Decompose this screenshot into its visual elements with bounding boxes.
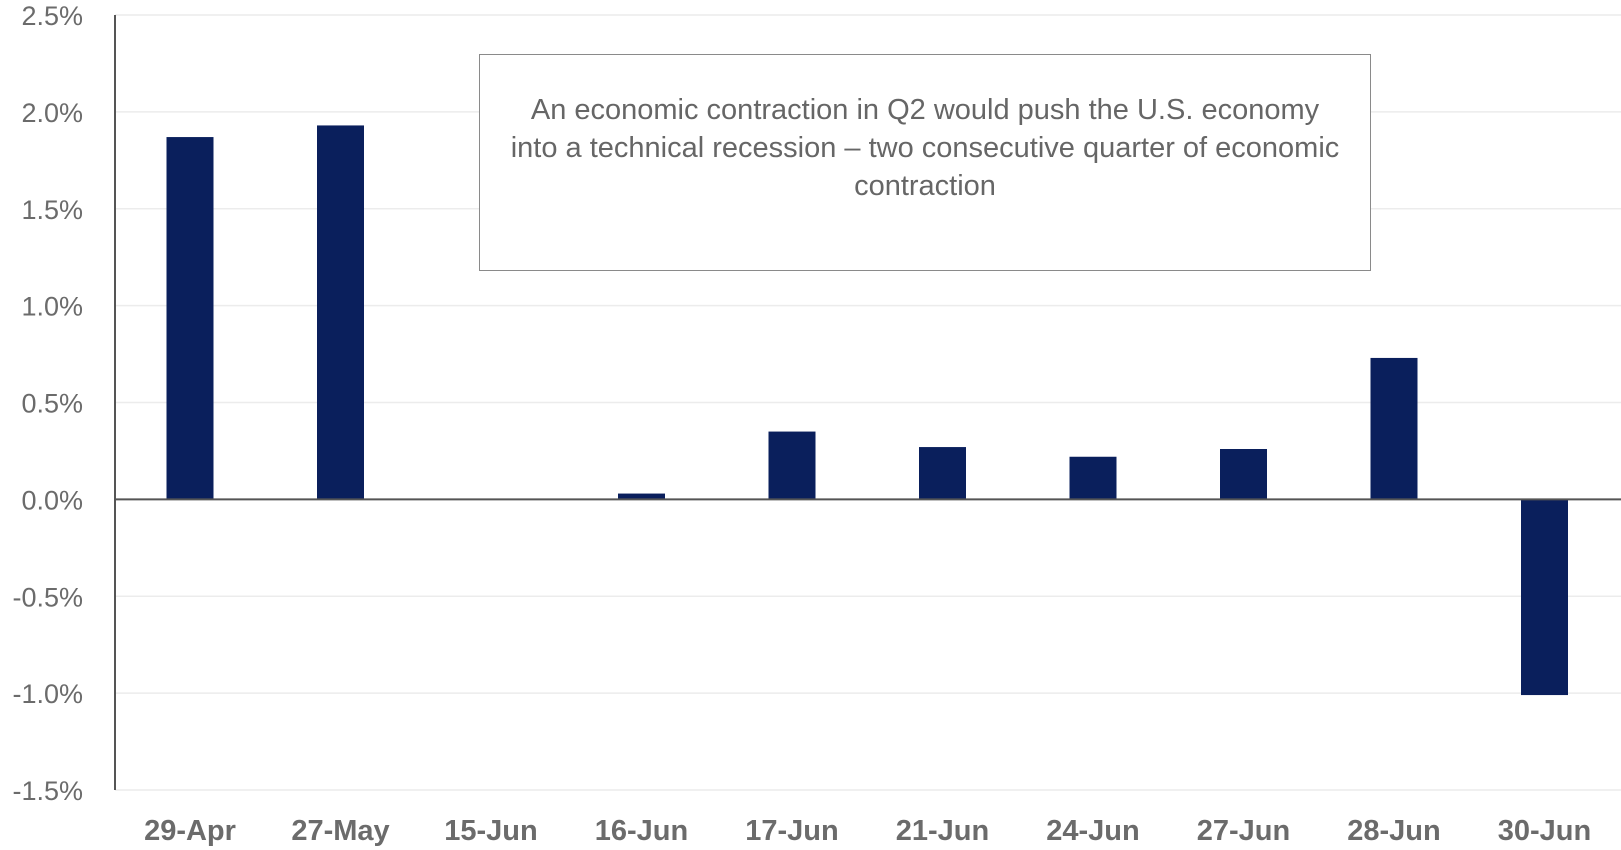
y-tick-label: 2.0% [21,98,83,128]
bar-27-may [317,125,364,500]
bar-16-jun [618,493,665,500]
bar-21-jun [919,447,966,500]
x-tick-label: 30-Jun [1498,815,1591,847]
y-tick-label: 1.0% [21,292,83,322]
bar-24-jun [1069,456,1117,500]
y-tick-label: 1.5% [21,195,83,225]
x-tick-label: 29-Apr [144,815,236,847]
y-tick-label: 0.5% [21,389,83,419]
x-tick-label: 27-Jun [1197,815,1290,847]
x-tick-label: 27-May [291,815,389,847]
bars [166,125,1568,696]
bar-27-jun [1220,449,1267,500]
annotation-box: An economic contraction in Q2 would push… [479,54,1371,271]
x-tick-label: 16-Jun [595,815,688,847]
y-tick-label: 0.0% [21,485,83,515]
x-tick-label: 21-Jun [896,815,989,847]
y-tick-label: -0.5% [12,582,83,612]
y-tick-label: 2.5% [21,1,83,31]
x-axis-ticks: 29-Apr 27-May 15-Jun 16-Jun 17-Jun 21-Jun 24-J… [144,815,1591,847]
bar-28-jun [1370,357,1418,500]
x-tick-label: 28-Jun [1347,815,1440,847]
y-tick-label: -1.5% [12,776,83,806]
y-axis-ticks: 2.5% 2.0% 1.5% 1.0% 0.5% 0.0% -0.5% -1.0% -1.5% [12,1,83,806]
y-tick-label: -1.0% [12,679,83,709]
bar-29-apr [166,137,214,500]
bar-30-jun [1521,499,1568,696]
x-tick-label: 15-Jun [444,815,537,847]
x-tick-label: 24-Jun [1046,815,1139,847]
bar-17-jun [768,431,816,500]
x-tick-label: 17-Jun [745,815,838,847]
annotation-text: An economic contraction in Q2 would push… [510,93,1340,202]
